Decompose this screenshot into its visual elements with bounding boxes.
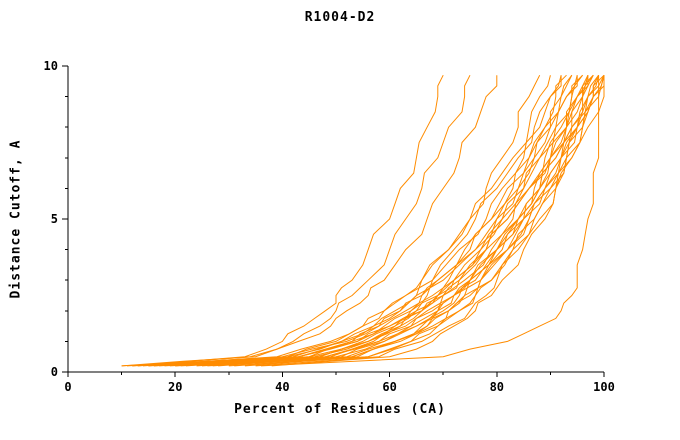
series-line [148,74,541,367]
series-line [212,75,600,367]
series-line [153,74,567,367]
series-line [207,75,605,367]
series-line [164,74,573,367]
x-tick-label: 40 [275,380,289,394]
series-line [185,74,583,367]
series-line [175,74,605,367]
series-line [260,75,605,367]
series-line [153,74,600,367]
series-line [121,75,498,367]
series-line [180,75,600,367]
series-line [137,74,594,367]
series-line [137,74,444,367]
y-tick-label: 10 [44,59,58,73]
chart-title: R1004-D2 [304,10,376,25]
x-tick-label: 0 [64,380,71,394]
x-tick-label: 60 [382,380,396,394]
series-line [169,75,589,367]
x-axis-label: Percent of Residues (CA) [234,402,446,417]
x-tick-label: 100 [593,380,615,394]
series-line [271,74,605,367]
series-line [132,74,471,367]
series-line [142,75,562,367]
y-tick-label: 0 [51,365,58,379]
x-tick-label: 80 [490,380,504,394]
y-tick-label: 5 [51,212,58,226]
series-line [234,75,605,367]
series-line [121,75,562,367]
series-line [148,75,578,367]
series-line [244,74,600,367]
series-line [126,75,551,367]
x-tick-label: 20 [168,380,182,394]
